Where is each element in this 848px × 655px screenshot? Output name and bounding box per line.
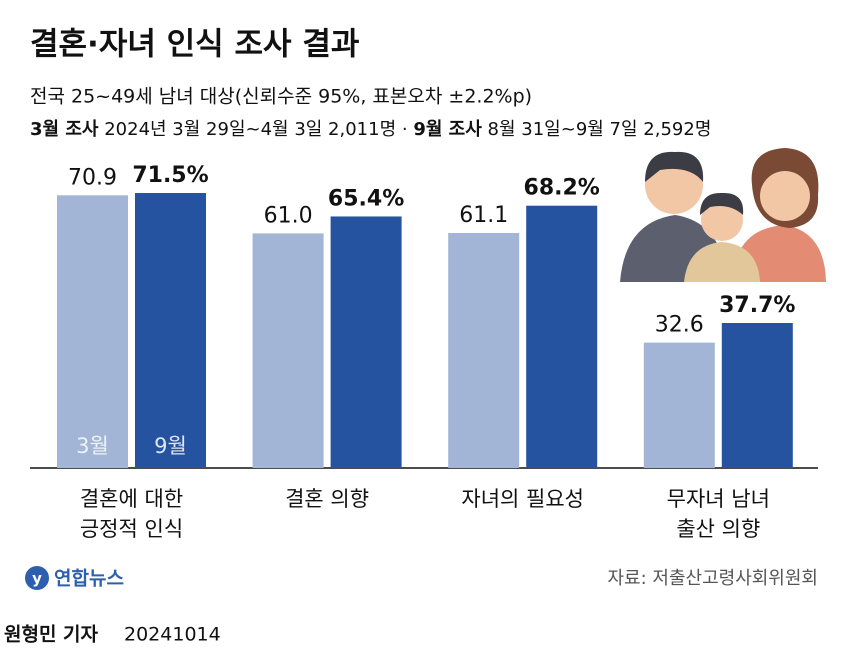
- x-tick-line: 자녀의 필요성: [461, 487, 584, 511]
- x-tick-line: 결혼에 대한: [80, 487, 183, 511]
- logo-text: 연합뉴스: [54, 568, 124, 590]
- source: 자료: 저출산고령사회위원회: [607, 568, 818, 589]
- separator: ·: [402, 119, 413, 140]
- survey-label: 3월 조사: [30, 119, 99, 140]
- value-label: 61.0: [264, 203, 313, 228]
- x-tick-line: 무자녀 남녀: [667, 487, 770, 511]
- value-label: 70.9: [68, 165, 117, 190]
- family-icon: [620, 148, 826, 282]
- x-tick-line: 출산 의향: [676, 517, 760, 541]
- x-tick-line: 결혼 의향: [285, 487, 369, 511]
- bar: [526, 205, 598, 468]
- x-tick-label: 자녀의 필요성: [461, 487, 584, 511]
- bar: [721, 323, 793, 468]
- survey-info: 3월 조사 2024년 3월 29일~4월 3일 2,011명 · 9월 조사 …: [30, 119, 711, 140]
- bar: [135, 193, 206, 469]
- legend-label: 9월: [154, 434, 187, 458]
- bar: [330, 216, 402, 468]
- bar: [57, 195, 128, 468]
- date: 20241014: [124, 624, 221, 646]
- chart-title: 결혼·자녀 인식 조사 결과: [30, 27, 360, 63]
- value-label: 68.2%: [524, 176, 600, 201]
- svg-text:y: y: [32, 570, 42, 588]
- x-tick-line: 긍정적 인식: [80, 517, 183, 541]
- value-label: 32.6: [655, 313, 704, 338]
- value-label: 71.5%: [132, 163, 208, 188]
- value-label: 61.1: [459, 203, 508, 228]
- value-label: 65.4%: [328, 186, 404, 211]
- reporter: 원형민 기자: [4, 624, 99, 646]
- survey-detail: 2024년 3월 29일~4월 3일 2,011명: [104, 119, 402, 140]
- x-tick-label: 결혼 의향: [285, 487, 369, 511]
- bar: [448, 233, 520, 468]
- legend-label: 3월: [76, 434, 109, 458]
- survey-detail: 8월 31일~9월 7일 2,592명: [488, 119, 712, 140]
- bar: [643, 342, 715, 468]
- survey-label: 9월 조사: [413, 119, 482, 140]
- logo: y 연합뉴스: [25, 566, 124, 590]
- value-label: 37.7%: [719, 293, 795, 318]
- bar: [252, 233, 324, 468]
- subtitle: 전국 25~49세 남녀 대상(신뢰수준 95%, 표본오차 ±2.2%p): [30, 86, 532, 108]
